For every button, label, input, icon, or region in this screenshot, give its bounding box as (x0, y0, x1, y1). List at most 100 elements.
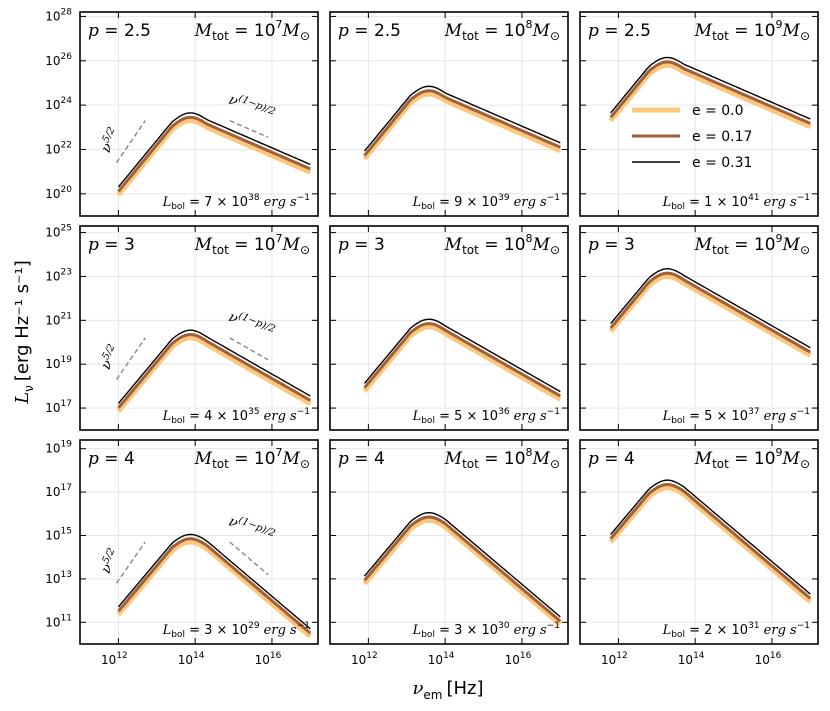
slope-line-low (115, 541, 146, 584)
lbol-label: Lbol = 5 × 1036 erg s−1 (412, 407, 560, 426)
curve-e0 (362, 517, 562, 627)
x-tick-label: 1012 (601, 651, 628, 667)
panel-1-1: p = 3 Mtot = 108M⊙ Lbol = 5 × 1036 erg s−1 (329, 225, 569, 431)
curve-e0 (116, 335, 312, 413)
mtot-label: Mtot = 109M⊙ (694, 446, 810, 471)
y-axis-label: Lν[erg Hz⁻¹ s⁻¹] (12, 260, 36, 405)
p-label: p = 3 (588, 235, 635, 255)
legend-label: e = 0.0 (692, 103, 744, 119)
legend-label: e = 0.31 (692, 155, 752, 171)
mtot-label: Mtot = 109M⊙ (694, 232, 810, 257)
slope-label-low: ν5/2 (96, 546, 123, 576)
panel-0-0: ν5/2 ν(1−p)/2 1020 1022 1024 1026 1028 p = 2.5 M… (45, 7, 319, 217)
slope-line-high (229, 541, 269, 576)
y-tick-label: 1028 (45, 7, 72, 23)
panel-frame (329, 439, 569, 645)
y-tick-label: 1019 (45, 440, 72, 456)
legend: e = 0.0 e = 0.17 e = 0.31 (632, 103, 752, 171)
panel-frame (79, 225, 319, 431)
curve-e31 (610, 56, 811, 120)
lbol-label: Lbol = 7 × 1038 erg s−1 (162, 193, 310, 212)
panel-1-0: ν5/2 ν(1−p)/2 1017 1019 1021 1023 1025 p = 3 Mto… (45, 224, 319, 431)
curve-e0 (608, 273, 812, 358)
mtot-label: Mtot = 108M⊙ (444, 18, 560, 43)
y-tick-label: 1026 (45, 52, 72, 68)
panel-frame (79, 11, 319, 217)
y-tick-label: 1023 (45, 267, 72, 283)
panel-frame (579, 439, 819, 645)
y-tick-label: 1025 (45, 224, 72, 240)
panel-frame (329, 225, 569, 431)
x-tick-label: 1012 (101, 651, 128, 667)
panel-0-2: p = 2.5 Mtot = 109M⊙ Lbol = 1 × 1041 erg s… (579, 11, 819, 217)
x-tick-label: 1012 (351, 651, 378, 667)
mtot-label: Mtot = 108M⊙ (444, 446, 560, 471)
slope-line-high (229, 337, 269, 361)
slope-line-low (115, 337, 146, 380)
x-tick-label: 1014 (678, 651, 705, 667)
curve-e0 (116, 118, 312, 197)
curve-e31 (117, 329, 311, 404)
mtot-label: Mtot = 107M⊙ (194, 18, 310, 43)
p-label: p = 2.5 (588, 21, 651, 41)
x-tick-label: 1014 (178, 651, 205, 667)
slope-line-low (115, 120, 146, 164)
y-tick-label: 1015 (45, 526, 72, 542)
slope-label-low: ν5/2 (96, 125, 123, 155)
mtot-label: Mtot = 108M⊙ (444, 232, 560, 257)
lbol-label: Lbol = 5 × 1037 erg s−1 (662, 407, 810, 426)
curve-e31 (117, 112, 311, 188)
curve-e17 (609, 483, 812, 600)
curve-e0 (116, 539, 312, 639)
p-label: p = 3 (88, 235, 135, 255)
panel-2-2: 1012 1014 1016 p = 4 Mtot = 109M⊙ Lbol = 2 × … (579, 439, 819, 667)
slope-label-high: ν(1−p)/2 (226, 307, 277, 341)
slope-line-high (229, 120, 269, 138)
y-tick-label: 1024 (45, 96, 72, 112)
y-tick-label: 1017 (45, 483, 72, 499)
panel-2-0: ν5/2 ν(1−p)/2 1011 1013 1015 1017 1019 1012 1014… (45, 439, 319, 667)
y-tick-label: 1020 (45, 185, 72, 201)
curve-e17 (363, 322, 562, 398)
legend-label: e = 0.17 (692, 129, 752, 145)
y-tick-label: 1021 (45, 311, 72, 327)
curve-e31 (610, 479, 811, 595)
curve-e17 (363, 89, 561, 157)
lbol-label: Lbol = 1 × 1041 erg s−1 (662, 193, 810, 212)
y-tick-label: 1019 (45, 355, 72, 371)
curve-e31 (117, 533, 311, 630)
lbol-label: Lbol = 9 × 1039 erg s−1 (412, 193, 560, 212)
curve-e31 (363, 85, 561, 152)
curve-e31 (363, 318, 561, 393)
curve-e17 (609, 60, 811, 125)
panel-frame (579, 225, 819, 431)
y-tick-label: 1022 (45, 140, 72, 156)
curve-e17 (117, 333, 312, 409)
panel-1-2: p = 3 Mtot = 109M⊙ Lbol = 5 × 1037 erg s−1 (579, 225, 819, 431)
p-label: p = 4 (588, 449, 635, 469)
y-tick-label: 1011 (45, 613, 72, 629)
p-label: p = 2.5 (88, 21, 151, 41)
lbol-label: Lbol = 3 × 1030 erg s−1 (412, 621, 560, 640)
curve-e17 (117, 537, 312, 635)
curve-e0 (608, 62, 812, 130)
panel-frame (79, 439, 319, 645)
p-label: p = 4 (88, 449, 135, 469)
curve-e17 (117, 115, 311, 193)
slope-label-high: ν(1−p)/2 (226, 512, 277, 546)
x-tick-label: 1016 (255, 651, 282, 667)
slope-label-low: ν5/2 (96, 342, 123, 372)
curve-e0 (362, 324, 562, 402)
curve-e31 (610, 268, 811, 349)
curve-e31 (363, 512, 561, 618)
x-tick-label: 1016 (755, 651, 782, 667)
p-label: p = 2.5 (338, 21, 401, 41)
mtot-label: Mtot = 107M⊙ (194, 232, 310, 257)
y-tick-label: 1017 (45, 399, 72, 415)
panel-frame (329, 11, 569, 217)
lbol-label: Lbol = 2 × 1031 erg s−1 (662, 621, 810, 640)
x-tick-label: 1014 (428, 651, 455, 667)
panel-2-1: 1012 1014 1016 p = 4 Mtot = 108M⊙ Lbol = 3 × … (329, 439, 569, 667)
panel-frame (579, 11, 819, 217)
panels-group: ν5/2 ν(1−p)/2 1020 1022 1024 1026 1028 p = 2.5 M… (45, 7, 819, 667)
